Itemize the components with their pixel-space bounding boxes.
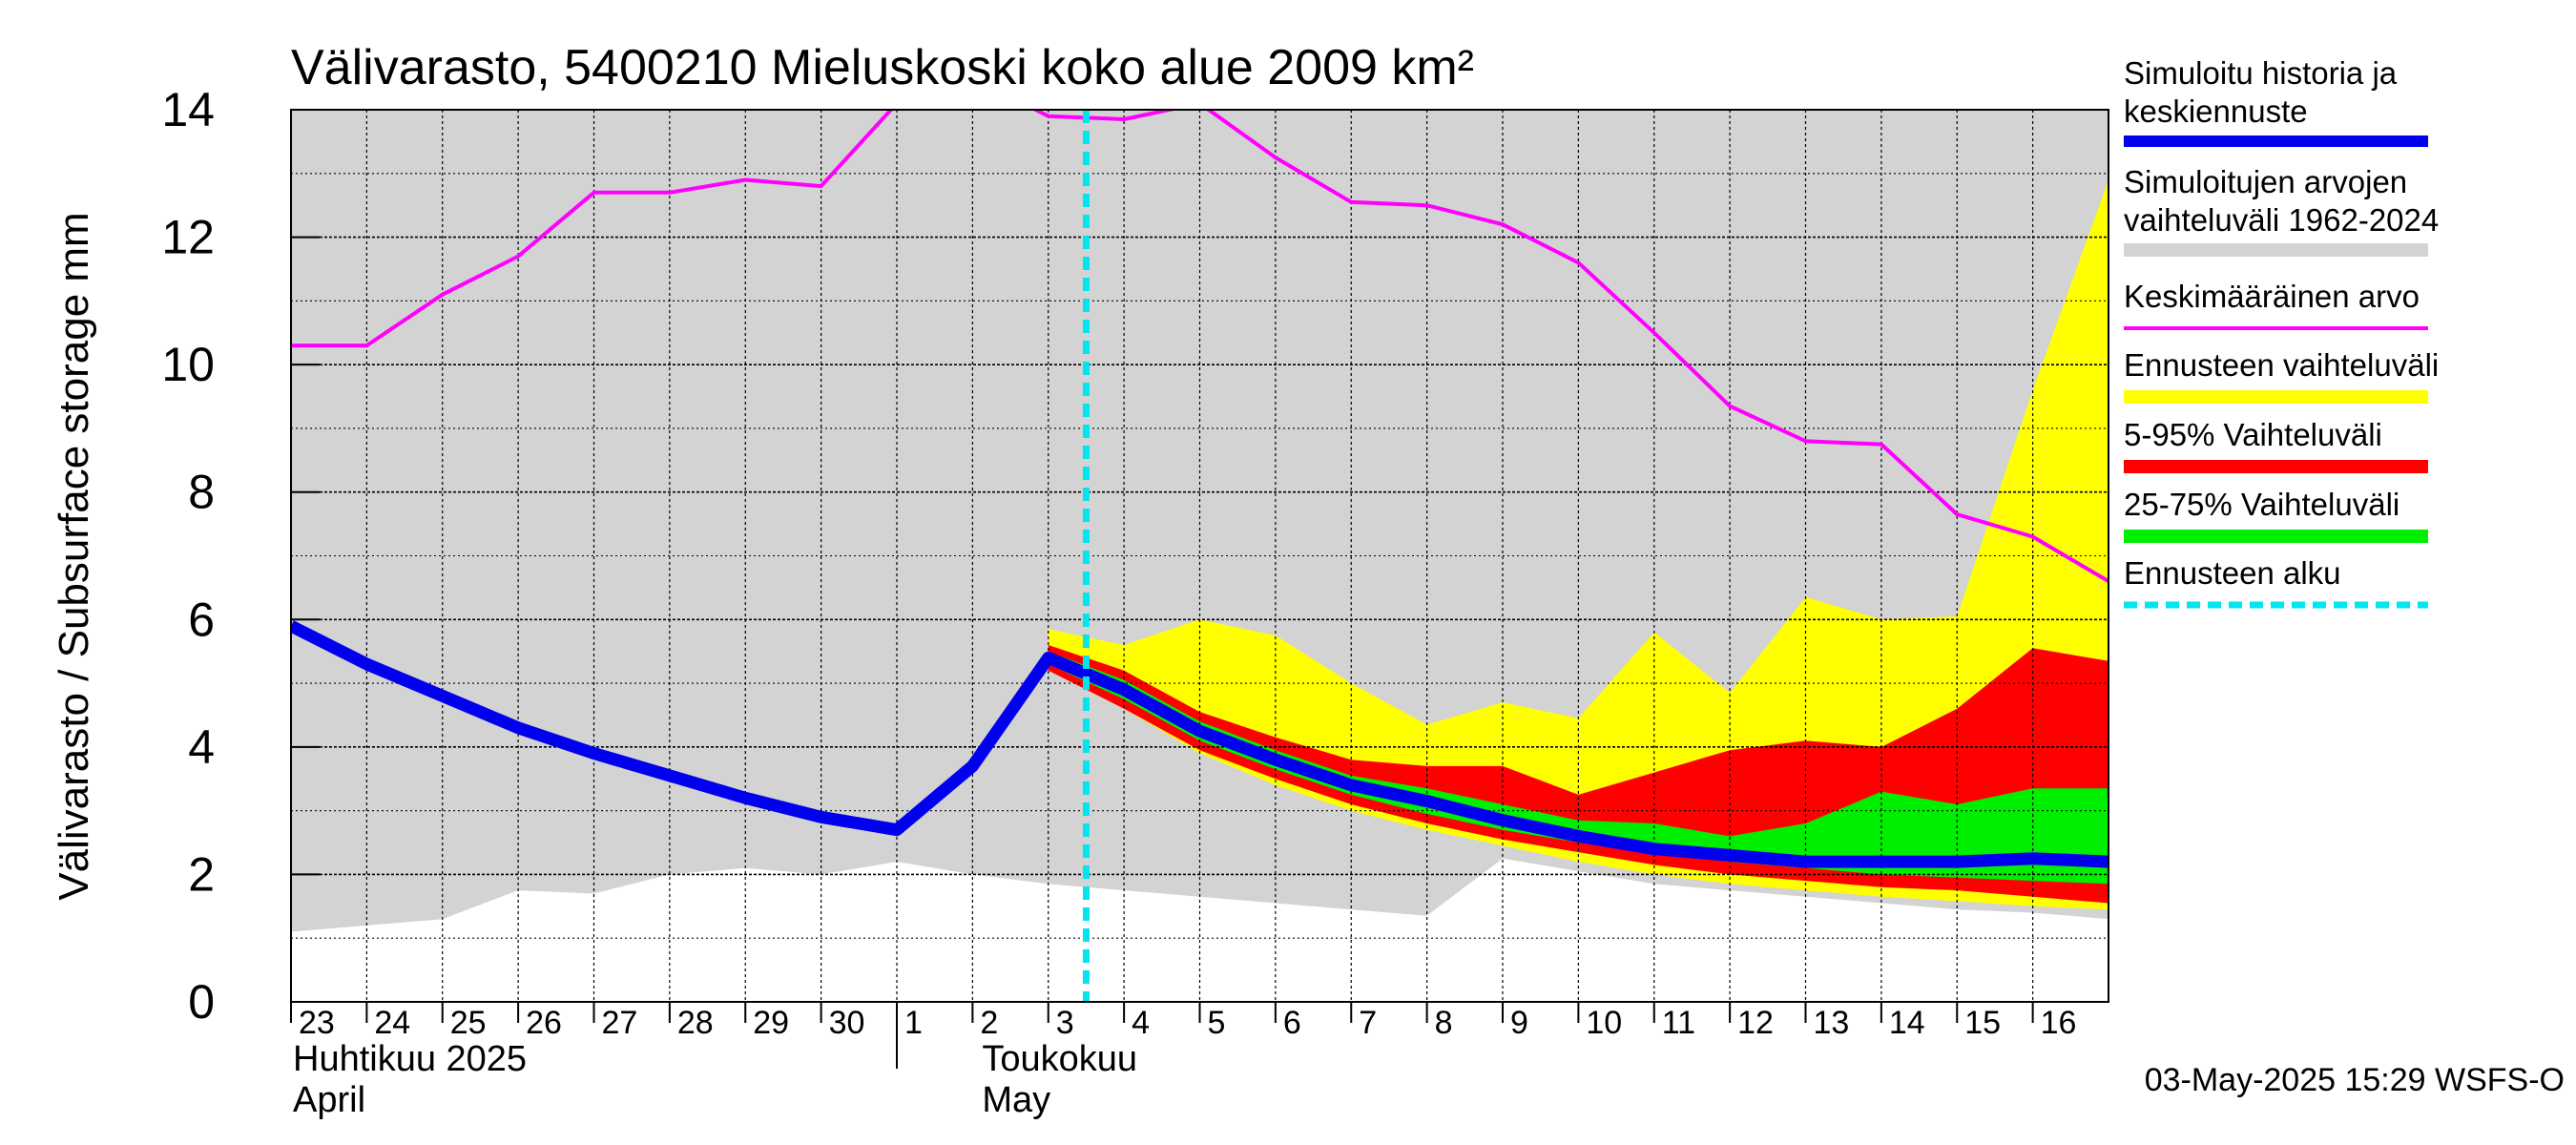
- x-tick-label: 7: [1359, 1005, 1377, 1041]
- month-label-fi: Huhtikuu 2025: [293, 1039, 527, 1079]
- x-tick-label: 1: [904, 1005, 923, 1041]
- y-tick-label: 6: [188, 593, 215, 646]
- x-tick-label: 28: [677, 1005, 714, 1041]
- chart-title: Välivarasto, 5400210 Mieluskoski koko al…: [291, 40, 1474, 95]
- grid-layer: [291, 110, 2109, 1002]
- x-tick-label: 29: [753, 1005, 789, 1041]
- x-tick-label: 2: [980, 1005, 998, 1041]
- x-tick-label: 24: [374, 1005, 410, 1041]
- x-tick-label: 8: [1435, 1005, 1453, 1041]
- x-tick-label: 27: [602, 1005, 638, 1041]
- x-tick-label: 15: [1964, 1005, 2001, 1041]
- footer-timestamp: 03-May-2025 15:29 WSFS-O: [2145, 1062, 2565, 1098]
- lines-layer: [291, 110, 2109, 1002]
- forecast-range-band: [1048, 179, 2109, 910]
- y-tick-label: 12: [161, 211, 215, 264]
- legend-label: Simuloitujen arvojen: [2124, 164, 2407, 199]
- bands-layer: [291, 110, 2109, 932]
- month-label-fi: Toukokuu: [982, 1039, 1137, 1079]
- y-tick-label: 14: [161, 83, 215, 136]
- y-tick-label: 0: [188, 975, 215, 1029]
- x-tick-label: 26: [526, 1005, 562, 1041]
- mean-line: [291, 110, 2109, 583]
- x-tick-label: 12: [1737, 1005, 1774, 1041]
- legend-label: Ennusteen alku: [2124, 555, 2341, 591]
- legend-label: Keskimääräinen arvo: [2124, 279, 2420, 314]
- p25-75-band: [1048, 651, 2109, 885]
- x-tick-label: 30: [829, 1005, 865, 1041]
- y-tick-label: 4: [188, 720, 215, 774]
- month-label-en: April: [293, 1080, 365, 1120]
- x-tick-label: 9: [1510, 1005, 1528, 1041]
- simulated-line: [291, 620, 2109, 868]
- legend-label: Ennusteen vaihteluväli: [2124, 347, 2439, 383]
- x-tick-label: 23: [299, 1005, 335, 1041]
- month-label-en: May: [982, 1080, 1050, 1120]
- x-tick-label: 25: [450, 1005, 487, 1041]
- x-tick-label: 5: [1208, 1005, 1226, 1041]
- legend-label: 5-95% Vaihteluväli: [2124, 417, 2382, 452]
- x-tick-label: 3: [1056, 1005, 1074, 1041]
- legend-label-line2: vaihteluväli 1962-2024: [2124, 202, 2439, 238]
- y-axis-label: Välivarasto / Subsurface storage mm: [51, 212, 97, 900]
- legend-label-line2: keskiennuste: [2124, 94, 2308, 129]
- x-tick-label: 16: [2041, 1005, 2077, 1041]
- x-tick-label: 10: [1586, 1005, 1622, 1041]
- y-tick-label: 8: [188, 466, 215, 519]
- x-tick-label: 11: [1662, 1005, 1695, 1041]
- legend-label: 25-75% Vaihteluväli: [2124, 487, 2399, 522]
- legend-label: Simuloitu historia ja: [2124, 55, 2398, 91]
- x-tick-label: 13: [1814, 1005, 1850, 1041]
- x-tick-label: 4: [1132, 1005, 1150, 1041]
- y-tick-label: 10: [161, 338, 215, 391]
- y-tick-label: 2: [188, 847, 215, 901]
- x-tick-label: 14: [1889, 1005, 1925, 1041]
- x-tick-label: 6: [1283, 1005, 1301, 1041]
